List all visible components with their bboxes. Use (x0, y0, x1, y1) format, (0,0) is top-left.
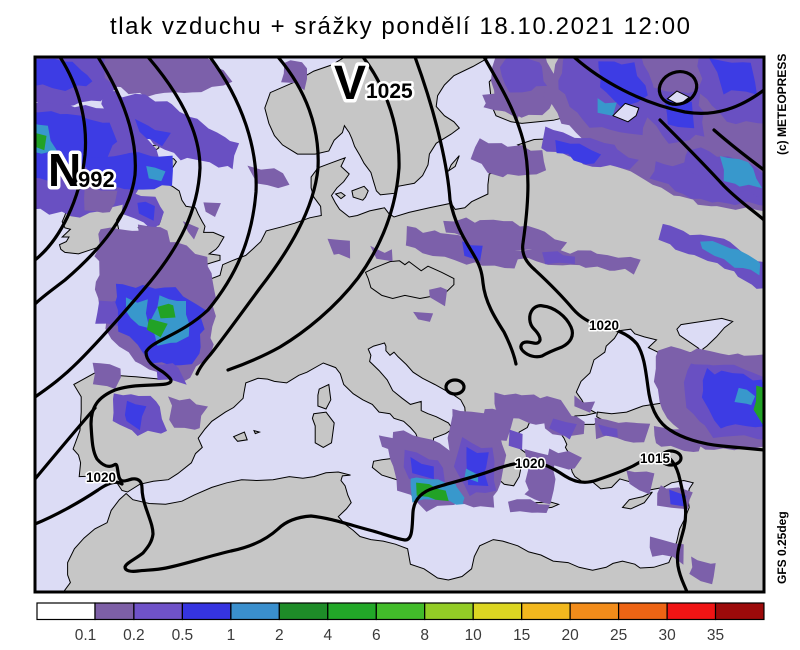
svg-text:1020: 1020 (515, 456, 545, 471)
svg-text:30: 30 (658, 627, 676, 644)
svg-text:4: 4 (323, 627, 332, 644)
svg-text:GFS 0.25deg: GFS 0.25deg (775, 511, 789, 584)
svg-text:0.2: 0.2 (123, 627, 145, 644)
svg-text:10: 10 (465, 627, 483, 644)
svg-text:8: 8 (420, 627, 429, 644)
svg-text:N: N (48, 144, 81, 196)
svg-text:2: 2 (275, 627, 284, 644)
svg-text:20: 20 (561, 627, 579, 644)
svg-text:tlak vzduchu + srážky pondělí: tlak vzduchu + srážky pondělí 18.10.2021… (110, 13, 690, 40)
svg-text:1: 1 (227, 627, 236, 644)
svg-text:1020: 1020 (589, 318, 619, 333)
svg-text:25: 25 (610, 627, 627, 644)
svg-text:0.1: 0.1 (75, 627, 97, 644)
svg-text:1025: 1025 (366, 80, 413, 103)
svg-text:V: V (334, 57, 366, 110)
svg-text:1015: 1015 (640, 451, 671, 466)
svg-text:992: 992 (78, 167, 115, 192)
svg-text:0.5: 0.5 (172, 627, 194, 644)
svg-text:(c) METEOPRESS: (c) METEOPRESS (775, 54, 789, 155)
svg-text:15: 15 (513, 627, 530, 644)
svg-text:1020: 1020 (86, 470, 116, 485)
svg-text:35: 35 (707, 627, 724, 644)
svg-text:6: 6 (372, 627, 381, 644)
